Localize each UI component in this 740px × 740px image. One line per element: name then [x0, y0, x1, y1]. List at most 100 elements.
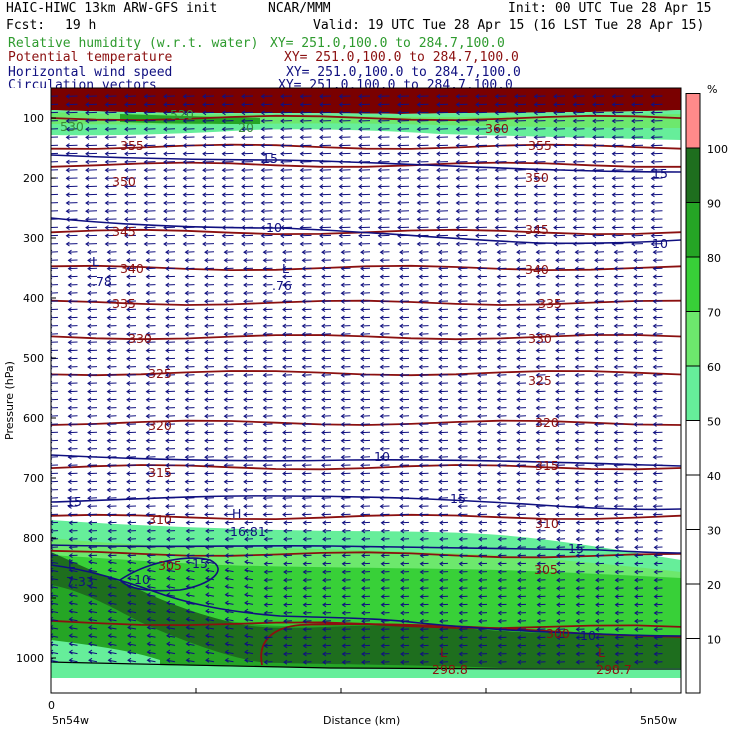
- wind-vector: [283, 561, 293, 567]
- wind-vector: [652, 495, 663, 501]
- wind-vector: [457, 372, 468, 378]
- wind-vector: [85, 233, 98, 239]
- wind-vector: [475, 118, 488, 124]
- wind-vector: [143, 159, 156, 165]
- wind-vector: [145, 249, 156, 255]
- wind-vector: [439, 536, 449, 542]
- wind-vector: [477, 503, 488, 509]
- wind-vector: [124, 118, 137, 124]
- wind-vector: [496, 413, 507, 419]
- wind-vector: [613, 290, 624, 296]
- wind-vector: [400, 659, 410, 665]
- wind-vector: [535, 307, 546, 313]
- wind-vector: [634, 659, 644, 665]
- wind-vector: [185, 600, 195, 606]
- wind-vector: [301, 454, 312, 460]
- wind-vector: [536, 536, 546, 542]
- wind-vector: [68, 608, 78, 614]
- wind-vector: [380, 553, 390, 559]
- wind-vector: [182, 241, 195, 247]
- wind-vector: [438, 413, 449, 419]
- wind-vector: [68, 567, 78, 573]
- wind-vector: [145, 389, 156, 395]
- wind-vector: [205, 553, 215, 559]
- wind-vector: [145, 397, 156, 403]
- wind-vector: [361, 635, 371, 641]
- wind-contour-10-upper: [51, 217, 681, 245]
- wind-vector: [379, 397, 390, 403]
- wind-vector: [556, 610, 566, 616]
- wind-vector: [262, 495, 273, 501]
- wind-vector: [338, 126, 351, 132]
- wind-vector: [184, 380, 195, 386]
- wind-vector: [282, 380, 293, 386]
- wind-vector: [299, 241, 312, 247]
- wind-vector: [514, 233, 527, 239]
- wind-vector: [85, 184, 98, 190]
- colorbar-label-30: 30: [707, 525, 721, 538]
- wind-vector: [299, 118, 312, 124]
- wind-vector: [282, 413, 293, 419]
- wind-vector: [321, 454, 332, 460]
- wind-vector: [146, 608, 156, 614]
- wind-vector: [322, 635, 332, 641]
- wind-vector: [477, 454, 488, 460]
- wind-vector: [104, 93, 117, 99]
- wind-vector: [322, 577, 332, 583]
- wind-vector: [436, 184, 449, 190]
- wind-vector: [458, 635, 468, 641]
- wind-vector: [184, 438, 195, 444]
- wind-vector: [379, 503, 390, 509]
- wind-vector: [595, 602, 605, 608]
- theta-label-360: 360: [485, 121, 509, 136]
- wind-vector: [260, 102, 273, 108]
- wind-vector: [244, 649, 254, 655]
- wind-vector: [379, 389, 390, 395]
- theta-label-345-0: 345: [112, 224, 136, 239]
- wind-vector: [184, 266, 195, 272]
- wind-vector: [496, 438, 507, 444]
- wind-vector: [536, 610, 546, 616]
- wind-vector: [65, 233, 78, 239]
- wind-vector: [282, 372, 293, 378]
- wind-vector: [301, 372, 312, 378]
- wind-vector: [555, 266, 566, 272]
- wind-vector: [182, 167, 195, 173]
- wind-vector: [67, 282, 78, 288]
- wind-vector: [204, 323, 215, 329]
- wind-vector: [204, 413, 215, 419]
- wind-vector: [282, 290, 293, 296]
- wind-vector: [184, 397, 195, 403]
- wind-vector: [574, 274, 585, 280]
- wind-vector: [88, 584, 98, 589]
- colorbar-bin-60: [686, 311, 700, 366]
- wind-vector: [496, 389, 507, 395]
- wind-vector: [104, 110, 117, 116]
- wind-vector: [631, 184, 644, 190]
- wind-vector: [322, 553, 332, 559]
- wind-vector: [283, 585, 293, 591]
- wind-vector: [438, 339, 449, 345]
- wind-vector: [377, 134, 390, 140]
- wind-vector: [68, 553, 78, 559]
- wind-vector: [280, 118, 293, 124]
- wind-vector: [184, 471, 195, 477]
- wind-vector: [399, 348, 410, 354]
- wind-vector: [594, 380, 605, 386]
- wind-vector: [282, 421, 293, 427]
- wind-vector: [652, 462, 663, 468]
- wind-vector: [145, 364, 156, 370]
- wind-vector: [377, 110, 390, 116]
- wind-vector: [379, 249, 390, 255]
- wind-vector: [166, 528, 176, 534]
- wind-vector: [633, 389, 644, 395]
- wind-vector: [572, 241, 585, 247]
- wind-vector: [535, 364, 546, 370]
- wind-vector: [165, 430, 176, 436]
- wind-vector: [282, 487, 293, 493]
- wind-vector: [299, 184, 312, 190]
- wind-vector: [399, 462, 410, 468]
- wind-vector: [85, 208, 98, 214]
- wind-vector: [555, 290, 566, 296]
